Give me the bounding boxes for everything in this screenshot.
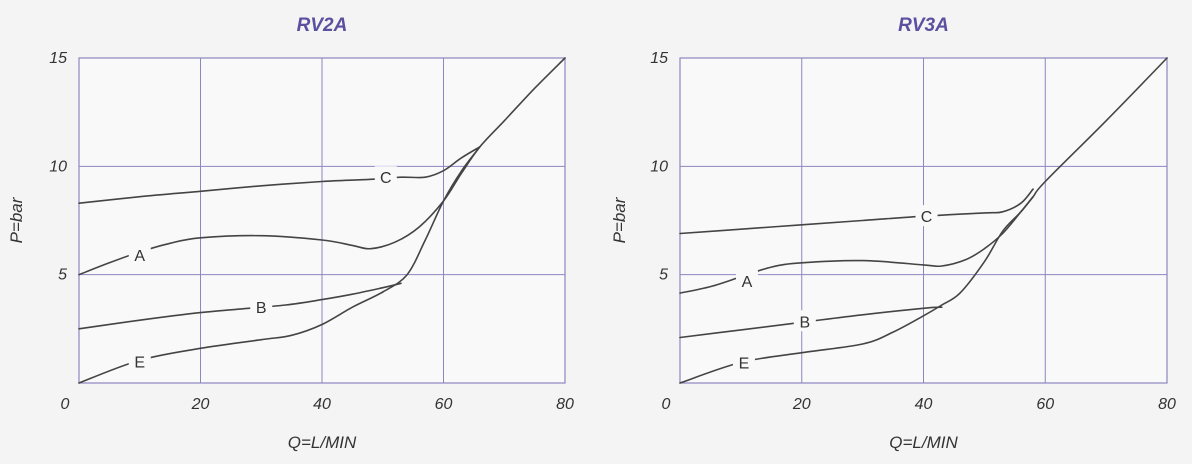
y-tick-label: 15	[650, 50, 668, 67]
curve-label-e: E	[134, 354, 145, 371]
y-axis-label: P=bar	[610, 196, 629, 243]
curve-label-c: C	[380, 170, 392, 187]
x-tick-label: 0	[61, 396, 70, 413]
x-tick-label: 40	[313, 396, 331, 413]
curve-e	[679, 195, 1034, 384]
curve-label-bg	[250, 296, 273, 318]
curve-label-a: A	[742, 274, 753, 291]
curve-label-b: B	[799, 314, 810, 331]
x-tick-label: 0	[662, 396, 671, 413]
curve-label-c: C	[921, 209, 933, 226]
x-tick-label: 60	[1036, 396, 1054, 413]
curve-e	[78, 146, 481, 384]
y-tick-label: 5	[659, 267, 668, 284]
curve-label-b: B	[256, 300, 267, 317]
chart-rv2a: 0 20 40 60 80 5 10 15 RV2A Q=L/MIN P=bar C A B E	[7, 15, 574, 452]
x-tick-label: 60	[435, 396, 453, 413]
x-tick-label: 20	[191, 396, 210, 413]
chart-title: RV3A	[898, 15, 949, 36]
y-tick-label: 15	[49, 50, 67, 67]
curve-label-bg	[735, 270, 758, 292]
x-tick-label: 20	[792, 396, 811, 413]
y-tick-label: 10	[650, 158, 668, 175]
x-tick-label: 40	[915, 396, 933, 413]
curve-label-bg	[128, 350, 151, 372]
curve-a	[78, 57, 566, 276]
x-tick-label: 80	[556, 396, 574, 413]
curve-label-bg	[732, 351, 755, 373]
chart-title: RV2A	[297, 15, 348, 36]
chart-rv3a: 0 20 40 60 80 5 10 15 RV3A Q=L/MIN P=bar C A B E	[610, 15, 1176, 452]
curve-c	[78, 146, 481, 204]
curve-a	[679, 57, 1168, 294]
curve-label-a: A	[134, 248, 145, 265]
y-axis-label: P=bar	[7, 196, 26, 243]
y-tick-label: 5	[58, 267, 67, 284]
plot-frame	[679, 57, 1168, 384]
curve-b	[78, 282, 402, 330]
curve-label-bg	[374, 166, 397, 188]
x-axis-label: Q=L/MIN	[889, 433, 958, 452]
plot-frame	[78, 57, 566, 384]
y-tick-label: 10	[49, 158, 67, 175]
x-tick-label: 80	[1158, 396, 1176, 413]
curve-b	[679, 306, 943, 339]
curve-label-bg	[915, 205, 938, 227]
curve-label-bg	[128, 244, 151, 266]
curve-label-bg	[793, 310, 816, 332]
x-axis-label: Q=L/MIN	[288, 433, 357, 452]
curve-label-e: E	[739, 355, 750, 372]
